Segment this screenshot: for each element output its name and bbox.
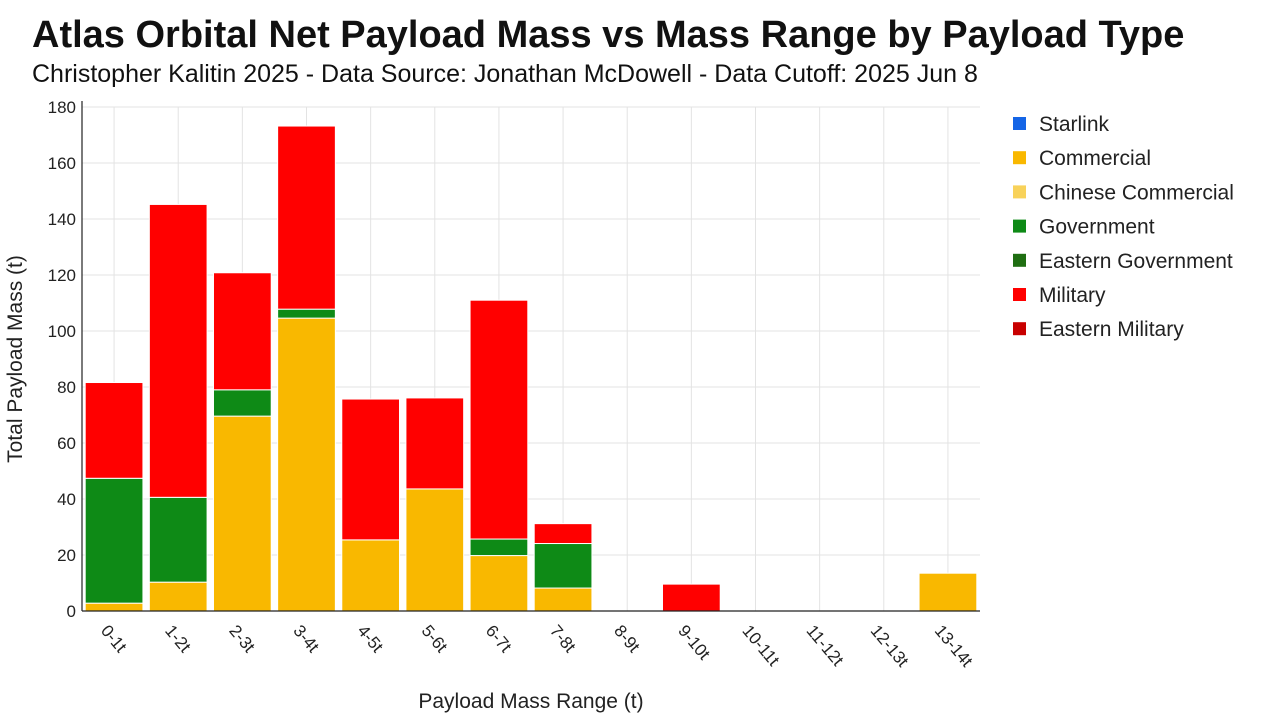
- bar-segment: [405, 488, 465, 612]
- bar-segment: [533, 587, 593, 612]
- x-tick-label: 3-4t: [289, 621, 323, 656]
- chart-subtitle: Christopher Kalitin 2025 - Data Source: …: [32, 60, 978, 88]
- legend-swatch: [1013, 117, 1026, 130]
- legend-swatch: [1013, 253, 1026, 267]
- x-tick-label: 6-7t: [482, 621, 516, 656]
- x-tick-label: 1-2t: [161, 621, 195, 656]
- x-tick-label: 13-14t: [931, 621, 977, 670]
- bar-segment: [533, 543, 593, 589]
- legend-swatch: [1013, 288, 1026, 301]
- bar-segment: [469, 538, 529, 557]
- x-tick-label: 9-10t: [674, 621, 714, 663]
- y-tick-label: 100: [48, 322, 76, 341]
- y-tick-label: 20: [57, 546, 76, 565]
- bar-segment: [341, 398, 401, 541]
- bar-segment: [148, 203, 208, 498]
- y-tick-label: 80: [57, 378, 76, 397]
- x-tick-label: 2-3t: [225, 621, 259, 656]
- legend-label: Starlink: [1039, 113, 1110, 136]
- x-tick-label: 11-12t: [803, 621, 848, 669]
- bar-segment: [84, 602, 144, 612]
- bar-segment: [84, 382, 144, 479]
- y-axis-title: Total Payload Mass (t): [4, 255, 27, 463]
- legend-swatch: [1013, 185, 1026, 199]
- x-tick-label: 4-5t: [354, 621, 388, 656]
- x-tick-label: 12-13t: [867, 621, 913, 670]
- legend-label: Chinese Commercial: [1039, 181, 1234, 204]
- legend-label: Eastern Government: [1039, 250, 1233, 273]
- legend-label: Government: [1039, 216, 1155, 239]
- bars: [84, 125, 978, 612]
- bar-segment: [148, 581, 208, 612]
- bar-segment: [277, 308, 336, 319]
- bar-segment: [277, 317, 336, 612]
- bar-segment: [212, 272, 272, 391]
- y-tick-label: 160: [48, 154, 76, 173]
- bar-segment: [148, 496, 208, 583]
- x-tick-label: 7-8t: [546, 621, 580, 656]
- legend-label: Commercial: [1039, 147, 1151, 170]
- legend-swatch: [1013, 219, 1026, 233]
- bar-segment: [405, 397, 465, 490]
- x-tick-label: 10-11t: [738, 621, 783, 669]
- legend-label: Military: [1039, 284, 1106, 307]
- bar-segment: [469, 555, 529, 612]
- legend-label: Eastern Military: [1039, 318, 1184, 341]
- y-tick-label: 0: [67, 602, 76, 621]
- bar-segment: [533, 523, 593, 545]
- bar-segment: [212, 389, 272, 417]
- x-tick-label: 5-6t: [418, 621, 452, 656]
- y-tick-label: 140: [48, 210, 76, 229]
- x-tick-label: 0-1t: [97, 621, 131, 656]
- x-axis-title: Payload Mass Range (t): [418, 690, 643, 713]
- y-tick-label: 60: [57, 434, 76, 453]
- bar-segment: [469, 299, 529, 540]
- chart-title: Atlas Orbital Net Payload Mass vs Mass R…: [32, 14, 1185, 56]
- bar-segment: [277, 125, 336, 310]
- bar-segment: [661, 583, 721, 612]
- legend: Starlink Commercial Chinese Commercial Gove…: [1013, 113, 1234, 341]
- x-tick-label: 8-9t: [610, 621, 644, 656]
- y-tick-label: 40: [57, 490, 76, 509]
- bar-segment: [341, 539, 401, 612]
- legend-swatch: [1013, 151, 1026, 165]
- bar-segment: [84, 477, 144, 604]
- y-tick-label: 180: [48, 98, 76, 117]
- bar-segment: [918, 572, 978, 612]
- legend-swatch: [1013, 322, 1026, 336]
- bar-segment: [212, 415, 272, 612]
- y-tick-label: 120: [48, 266, 76, 285]
